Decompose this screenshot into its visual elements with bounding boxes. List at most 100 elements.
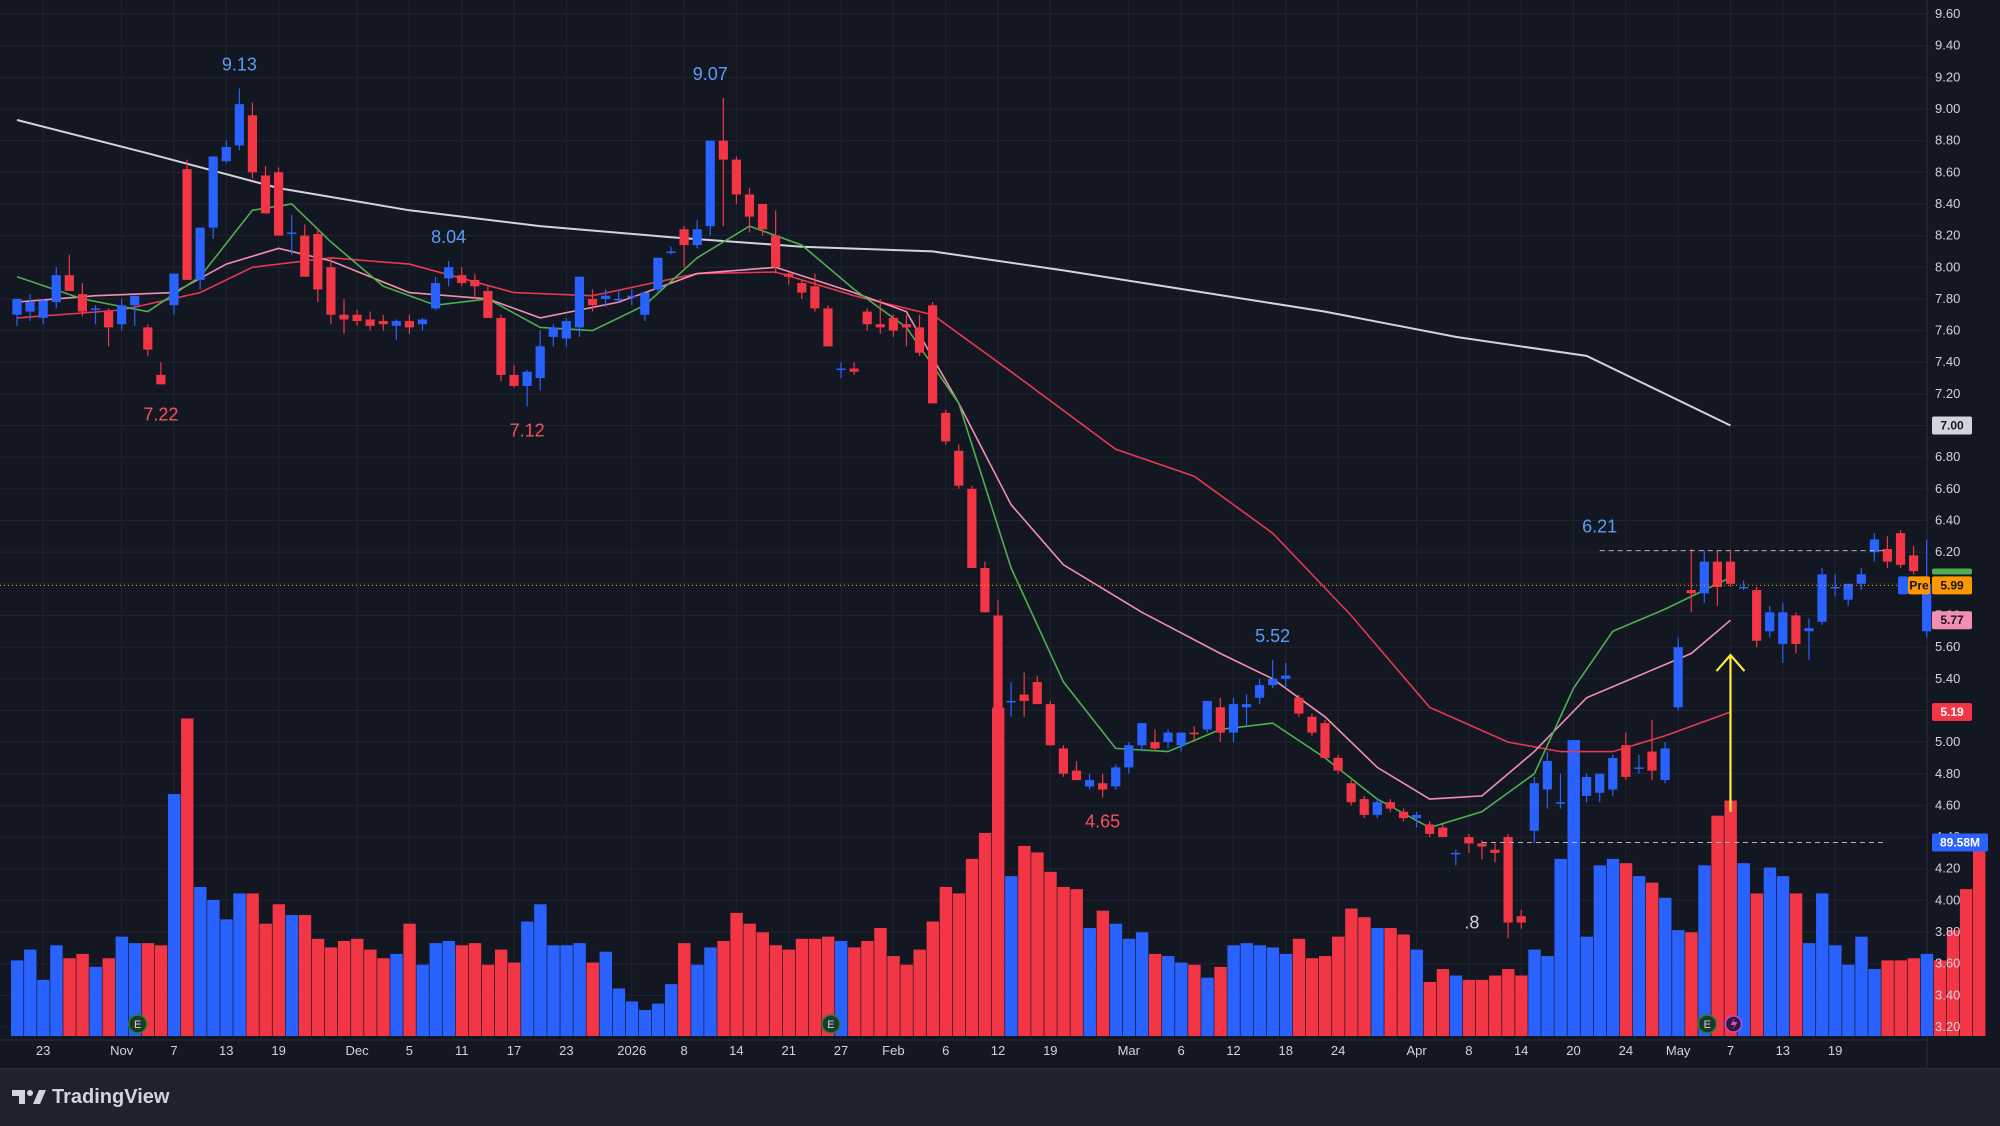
- candle-body: [888, 317, 898, 331]
- y-tick-label: 4.60: [1935, 797, 1960, 812]
- candle: [1359, 795, 1369, 819]
- candle: [784, 271, 794, 285]
- swing-low-label: 7.12: [510, 421, 545, 441]
- volume-bar: [1632, 876, 1646, 1036]
- candle-body: [1058, 748, 1068, 774]
- candle-body: [1752, 590, 1762, 641]
- candlesticks: [12, 88, 1932, 939]
- volume-bar: [442, 940, 456, 1036]
- candle: [614, 289, 624, 303]
- price-chart[interactable]: 9.13 7.22 8.04 7.12 9.07 4.65 5.52 6.21 .8 E E E Pre…: [0, 0, 2000, 1068]
- candle: [1621, 732, 1631, 781]
- candle: [561, 317, 571, 347]
- volume-bar: [691, 964, 704, 1036]
- candle-body: [666, 251, 676, 253]
- lightning-split-icon: [1724, 1015, 1743, 1033]
- candle-body: [1529, 783, 1539, 831]
- volume-bar: [848, 947, 861, 1036]
- candle-body: [653, 257, 663, 290]
- volume-bar: [272, 904, 285, 1036]
- candle-body: [601, 295, 611, 299]
- volume-bar: [1371, 928, 1384, 1036]
- candle: [378, 314, 388, 331]
- candle-body: [182, 169, 192, 280]
- volume-bar: [377, 958, 390, 1036]
- candle-body: [771, 235, 781, 268]
- candle-body: [195, 227, 205, 280]
- volume-bar: [1449, 975, 1463, 1036]
- volume-bar: [573, 943, 586, 1036]
- volume-bar: [1384, 928, 1397, 1036]
- candle-body: [1385, 802, 1395, 809]
- candle: [1595, 773, 1605, 803]
- candle: [1830, 574, 1840, 597]
- last-price-badge: 5.99: [1932, 576, 1972, 595]
- volume-bar: [1711, 815, 1724, 1036]
- candle: [143, 324, 153, 356]
- volume-bar: [1044, 871, 1057, 1036]
- candle: [849, 362, 859, 375]
- volume-bar: [1227, 945, 1240, 1036]
- candle: [1084, 773, 1095, 790]
- candle-body: [12, 298, 22, 315]
- candle-body: [1084, 780, 1095, 787]
- brand-name: TradingView: [52, 1085, 170, 1108]
- volume-bar: [1266, 947, 1280, 1036]
- candle-body: [614, 298, 624, 301]
- earnings-letter: E: [134, 1019, 141, 1031]
- tradingview-logo-icon: [12, 1090, 46, 1104]
- footer-bar: TradingView: [0, 1068, 2000, 1126]
- candle-body: [1791, 615, 1801, 644]
- brand-logo[interactable]: TradingView: [12, 1085, 169, 1109]
- candle-body: [1438, 827, 1448, 838]
- volume-bar: [141, 943, 155, 1036]
- candle-body: [993, 615, 1003, 727]
- volume-bar: [900, 964, 913, 1036]
- candle: [130, 295, 140, 326]
- candle-body: [1241, 704, 1252, 708]
- volume-bar: [194, 886, 207, 1036]
- price-badge-text: 5.99: [1940, 578, 1964, 592]
- x-tick-label: 19: [1828, 1043, 1842, 1058]
- volume-bar: [1554, 858, 1567, 1036]
- x-tick-label: Mar: [1118, 1043, 1141, 1058]
- volume-bar: [508, 962, 521, 1036]
- candle: [1320, 719, 1330, 758]
- candle: [1019, 672, 1029, 717]
- candle: [640, 292, 650, 322]
- candle-body: [143, 327, 153, 350]
- candle: [1241, 694, 1252, 727]
- candle-body: [640, 292, 650, 315]
- candle: [1150, 729, 1160, 752]
- x-tick-label: 12: [991, 1043, 1005, 1058]
- price-axis[interactable]: 9.60 9.40 9.20 9.00 8.80 8.60 8.40 8.20 8.00 7.80…: [1932, 6, 1988, 1034]
- candle: [1725, 550, 1736, 587]
- volume-bar: [102, 958, 115, 1036]
- candle: [744, 188, 755, 233]
- candle: [1111, 764, 1121, 790]
- volume-bar: [704, 947, 717, 1036]
- y-tick-label: 7.80: [1935, 291, 1960, 306]
- candle: [692, 219, 702, 249]
- candle-body: [1922, 583, 1932, 632]
- candle-body: [1712, 561, 1722, 587]
- y-tick-label: 5.00: [1935, 734, 1960, 749]
- candle: [64, 254, 74, 291]
- candle: [1464, 833, 1474, 853]
- time-axis[interactable]: 23 Nov 7 13 19 Dec 5 11 17 23 2026 8 14 21 27 Feb 6 12 19 M…: [36, 1043, 1842, 1058]
- swing-high-label: 8.04: [431, 227, 466, 247]
- volume-bar: [1802, 943, 1816, 1036]
- candle: [195, 227, 205, 290]
- volume-bar: [1057, 886, 1070, 1036]
- candle: [103, 308, 114, 347]
- ma-long-line: [16, 119, 1731, 427]
- volume-bar: [1253, 945, 1266, 1036]
- earnings-badge-circle: [127, 1014, 148, 1034]
- x-tick-label: 18: [1279, 1043, 1293, 1058]
- candle-body: [496, 317, 506, 375]
- ma-slow-price-badge: 5.19: [1932, 703, 1972, 722]
- candle: [1555, 773, 1566, 809]
- candle: [1307, 713, 1317, 736]
- x-tick-label: 7: [1727, 1043, 1734, 1058]
- volume-bar: [298, 915, 312, 1036]
